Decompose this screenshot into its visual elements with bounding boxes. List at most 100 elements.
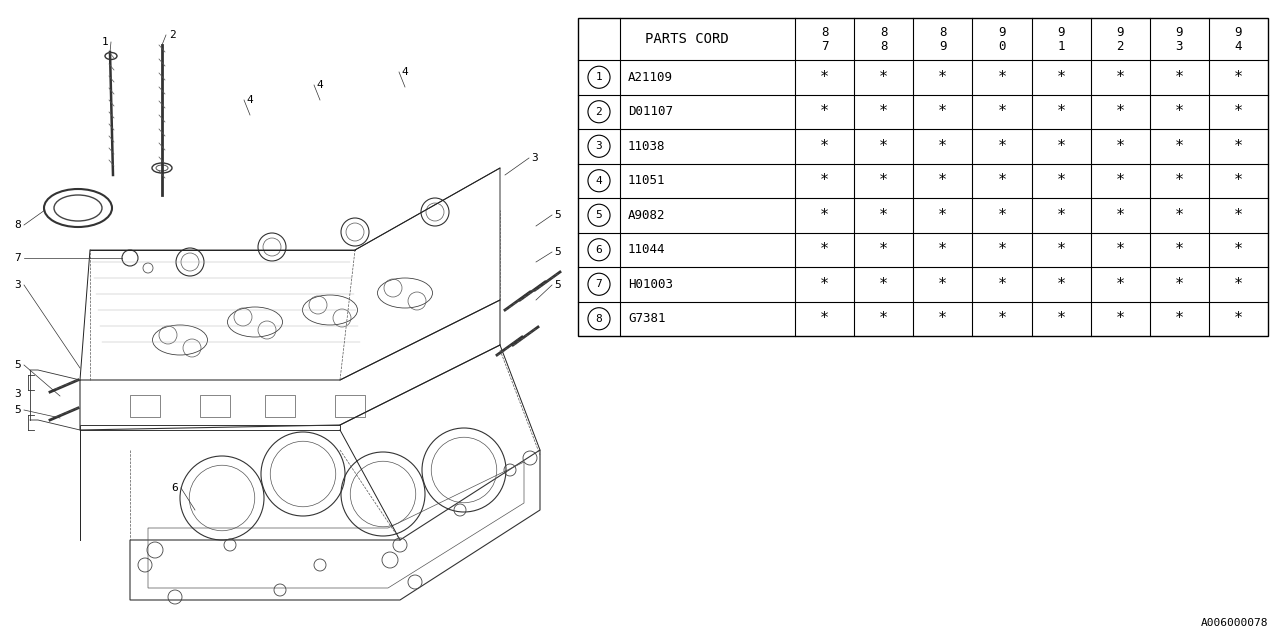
Text: *: * (1175, 276, 1184, 292)
Text: *: * (997, 173, 1006, 188)
Text: *: * (879, 311, 888, 326)
Text: *: * (1056, 276, 1066, 292)
Text: A006000078: A006000078 (1201, 618, 1268, 628)
Text: 9
4: 9 4 (1235, 26, 1242, 52)
Text: 8: 8 (595, 314, 603, 324)
Text: 8
7: 8 7 (820, 26, 828, 52)
Text: 4: 4 (247, 95, 253, 105)
Text: *: * (1234, 276, 1243, 292)
Text: 1: 1 (595, 72, 603, 83)
Text: *: * (820, 276, 829, 292)
Text: 5: 5 (14, 360, 22, 370)
Text: *: * (1056, 173, 1066, 188)
Text: 2: 2 (595, 107, 603, 116)
Text: D01107: D01107 (628, 105, 673, 118)
Text: *: * (938, 243, 947, 257)
Text: *: * (938, 139, 947, 154)
Text: *: * (1056, 104, 1066, 119)
Text: A9082: A9082 (628, 209, 666, 221)
Text: *: * (1116, 208, 1125, 223)
Text: 5: 5 (14, 405, 22, 415)
Bar (265, 395, 294, 417)
Bar (131, 395, 160, 417)
Text: *: * (820, 104, 829, 119)
Bar (335, 395, 365, 417)
Text: *: * (938, 208, 947, 223)
Text: *: * (997, 139, 1006, 154)
Text: 5: 5 (554, 210, 562, 220)
Text: *: * (1175, 311, 1184, 326)
Text: *: * (997, 243, 1006, 257)
Text: 7: 7 (14, 253, 22, 263)
Text: *: * (1234, 243, 1243, 257)
Text: 11038: 11038 (628, 140, 666, 153)
Text: *: * (997, 276, 1006, 292)
Text: *: * (1175, 139, 1184, 154)
Bar (200, 395, 230, 417)
Text: *: * (1056, 311, 1066, 326)
Text: *: * (1175, 104, 1184, 119)
Text: *: * (1234, 70, 1243, 84)
Text: *: * (1175, 243, 1184, 257)
Text: A21109: A21109 (628, 71, 673, 84)
Text: 9
2: 9 2 (1116, 26, 1124, 52)
Text: *: * (879, 276, 888, 292)
Text: H01003: H01003 (628, 278, 673, 291)
Text: *: * (1116, 173, 1125, 188)
Text: 3: 3 (595, 141, 603, 151)
Text: *: * (1234, 311, 1243, 326)
Text: 7: 7 (595, 279, 603, 289)
Text: *: * (1116, 276, 1125, 292)
Text: *: * (879, 139, 888, 154)
Text: 5: 5 (554, 247, 562, 257)
Text: 2: 2 (169, 30, 175, 40)
Text: *: * (1056, 139, 1066, 154)
Text: *: * (938, 70, 947, 84)
Text: *: * (820, 70, 829, 84)
Text: *: * (997, 311, 1006, 326)
Text: 9
3: 9 3 (1175, 26, 1183, 52)
Text: *: * (1116, 70, 1125, 84)
Text: *: * (879, 70, 888, 84)
Text: *: * (938, 173, 947, 188)
Text: *: * (1056, 208, 1066, 223)
Text: *: * (820, 139, 829, 154)
Text: 11051: 11051 (628, 174, 666, 188)
Text: 6: 6 (595, 244, 603, 255)
Text: *: * (879, 173, 888, 188)
Text: *: * (997, 70, 1006, 84)
Text: *: * (820, 243, 829, 257)
Text: 6: 6 (172, 483, 178, 493)
Text: 8: 8 (14, 220, 22, 230)
Text: 4: 4 (595, 176, 603, 186)
Text: *: * (1116, 104, 1125, 119)
Text: *: * (1175, 70, 1184, 84)
Text: *: * (1116, 139, 1125, 154)
Text: 4: 4 (402, 67, 408, 77)
Text: *: * (997, 104, 1006, 119)
Text: *: * (1056, 70, 1066, 84)
Text: 3: 3 (14, 389, 22, 399)
Text: *: * (879, 104, 888, 119)
Text: *: * (1116, 243, 1125, 257)
Text: *: * (938, 276, 947, 292)
Text: *: * (1175, 208, 1184, 223)
Text: PARTS CORD: PARTS CORD (645, 32, 728, 46)
Text: 1: 1 (101, 37, 109, 47)
Text: *: * (1234, 173, 1243, 188)
Text: 8
8: 8 8 (879, 26, 887, 52)
Text: *: * (879, 243, 888, 257)
Text: *: * (938, 104, 947, 119)
Text: G7381: G7381 (628, 312, 666, 325)
Text: *: * (820, 208, 829, 223)
Text: 9
0: 9 0 (998, 26, 1006, 52)
Text: *: * (820, 311, 829, 326)
Text: *: * (879, 208, 888, 223)
Text: 11044: 11044 (628, 243, 666, 256)
Text: *: * (1234, 208, 1243, 223)
Text: *: * (1116, 311, 1125, 326)
Text: *: * (1056, 243, 1066, 257)
Text: *: * (1175, 173, 1184, 188)
Text: *: * (1234, 139, 1243, 154)
Text: 8
9: 8 9 (940, 26, 947, 52)
